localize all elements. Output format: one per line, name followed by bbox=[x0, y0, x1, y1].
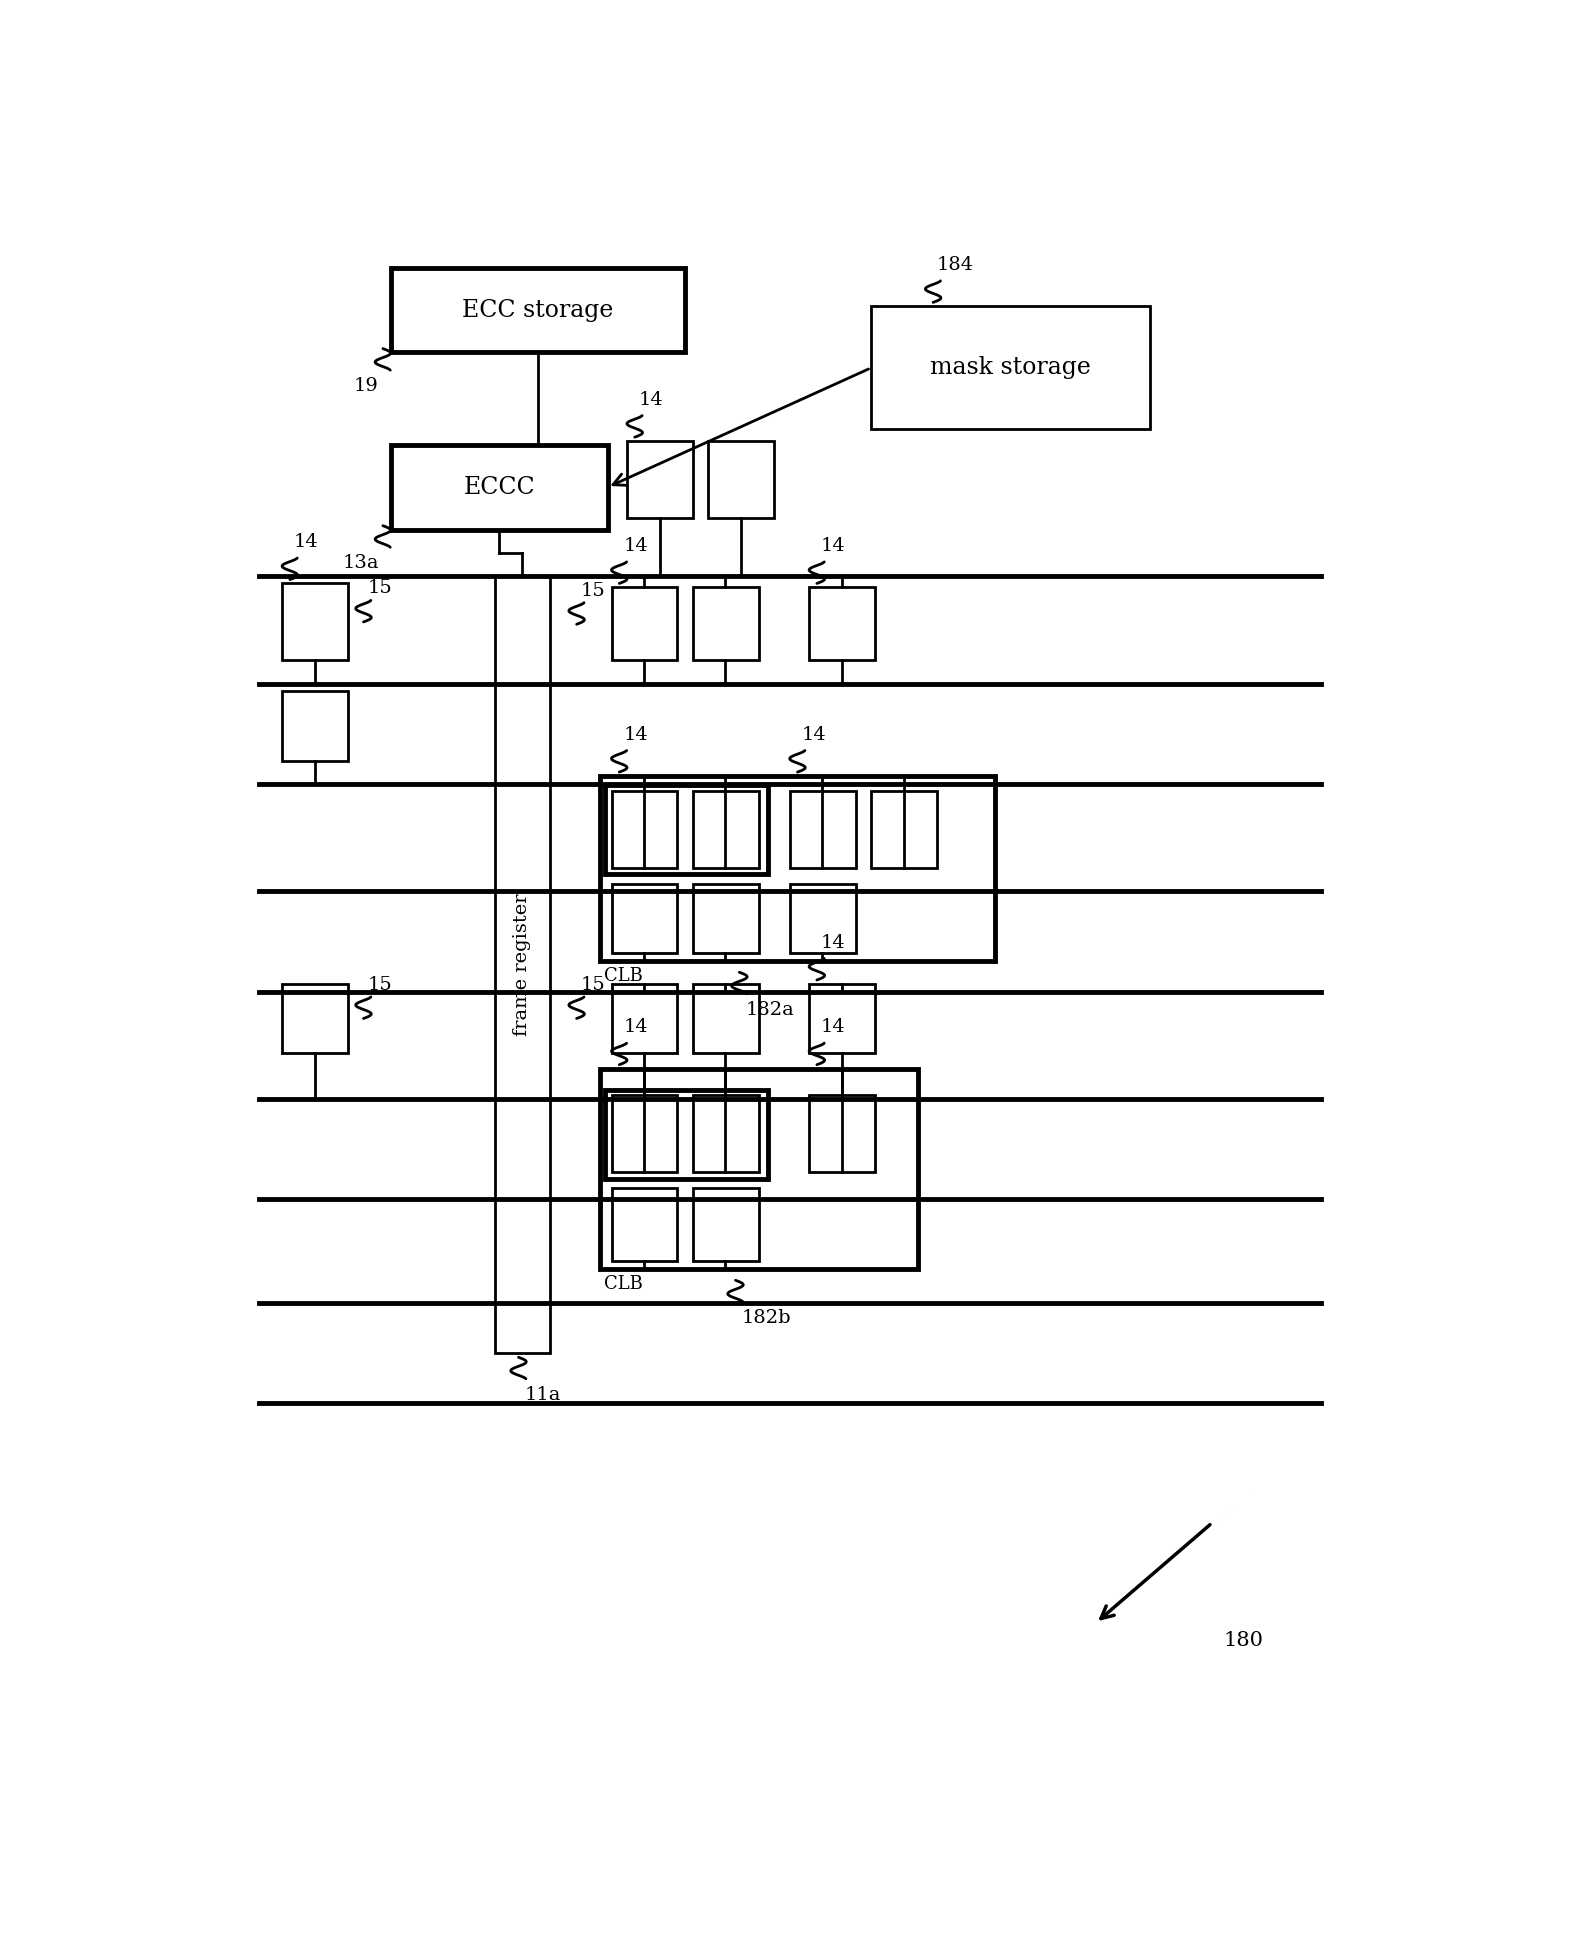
Bar bbox=[282, 691, 348, 761]
Text: 180: 180 bbox=[1224, 1630, 1263, 1649]
Bar bbox=[693, 587, 759, 660]
Bar bbox=[789, 792, 855, 869]
Bar bbox=[693, 792, 759, 869]
Text: 15: 15 bbox=[581, 976, 605, 993]
Bar bbox=[693, 883, 759, 953]
Bar bbox=[391, 445, 608, 530]
Bar bbox=[600, 776, 995, 960]
Bar bbox=[605, 786, 769, 873]
Bar bbox=[871, 306, 1150, 430]
Bar bbox=[693, 1096, 759, 1173]
Text: 15: 15 bbox=[367, 976, 392, 993]
Bar bbox=[282, 983, 348, 1053]
Text: 182b: 182b bbox=[742, 1309, 791, 1326]
Text: ECC storage: ECC storage bbox=[461, 298, 614, 321]
Bar bbox=[871, 792, 937, 869]
Text: 14: 14 bbox=[624, 1018, 647, 1036]
Bar bbox=[611, 1096, 677, 1173]
Text: 14: 14 bbox=[624, 726, 647, 743]
Text: mask storage: mask storage bbox=[931, 356, 1091, 379]
Bar bbox=[600, 1069, 918, 1268]
Text: ECCC: ECCC bbox=[463, 476, 536, 499]
Text: 14: 14 bbox=[295, 532, 318, 552]
Text: 11a: 11a bbox=[524, 1386, 561, 1404]
Bar bbox=[789, 883, 855, 953]
Text: 13a: 13a bbox=[342, 554, 380, 573]
Text: 14: 14 bbox=[821, 933, 846, 951]
Text: 182a: 182a bbox=[745, 1001, 794, 1018]
Text: CLB: CLB bbox=[603, 1276, 643, 1293]
Bar bbox=[611, 792, 677, 869]
Text: 15: 15 bbox=[581, 581, 605, 600]
Bar bbox=[605, 1090, 769, 1179]
Bar bbox=[611, 983, 677, 1053]
Bar bbox=[611, 1189, 677, 1260]
Bar bbox=[391, 267, 685, 352]
Bar bbox=[611, 883, 677, 953]
Bar bbox=[810, 587, 876, 660]
Bar bbox=[282, 583, 348, 660]
Bar bbox=[495, 575, 550, 1353]
Text: 15: 15 bbox=[367, 579, 392, 598]
Bar bbox=[693, 1189, 759, 1260]
Bar bbox=[693, 983, 759, 1053]
Text: 19: 19 bbox=[354, 378, 380, 395]
Text: frame register: frame register bbox=[513, 892, 531, 1036]
Bar bbox=[810, 1096, 876, 1173]
Text: 14: 14 bbox=[821, 1018, 846, 1036]
Text: 14: 14 bbox=[638, 391, 663, 408]
Bar bbox=[810, 983, 876, 1053]
Text: 184: 184 bbox=[937, 256, 973, 273]
Bar bbox=[709, 441, 775, 519]
Text: CLB: CLB bbox=[603, 966, 643, 985]
Bar bbox=[611, 587, 677, 660]
Text: 14: 14 bbox=[624, 536, 647, 556]
Text: 14: 14 bbox=[802, 726, 827, 743]
Text: 14: 14 bbox=[821, 536, 846, 556]
Bar bbox=[627, 441, 693, 519]
